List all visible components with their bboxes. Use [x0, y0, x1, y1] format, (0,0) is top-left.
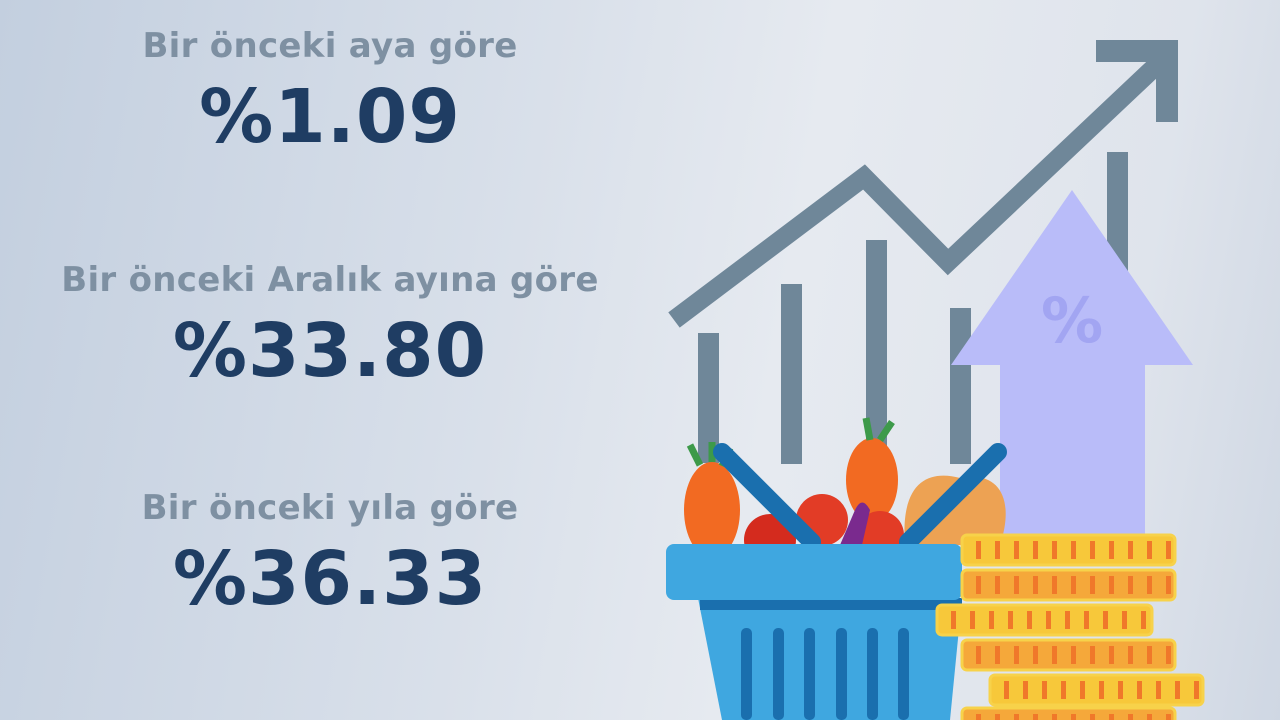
coin-ridge	[1071, 541, 1076, 559]
coin-ridge	[1014, 714, 1019, 720]
coin-ridge	[1090, 576, 1095, 594]
stat-label: Bir önceki Aralık ayına göre	[61, 260, 599, 300]
coin-ridge	[995, 541, 1000, 559]
coin	[988, 673, 1205, 707]
coin-ridge	[1109, 576, 1114, 594]
stat-monthly: Bir önceki aya göre %1.09	[0, 26, 660, 160]
coin-ridge	[1004, 681, 1009, 699]
coin-ridge	[1042, 681, 1047, 699]
coin-ridge	[1008, 611, 1013, 629]
coin-ridge	[1099, 681, 1104, 699]
coin-ridge	[1166, 646, 1171, 664]
coin-ridge	[995, 576, 1000, 594]
coin-ridge	[970, 611, 975, 629]
stat-since-december: Bir önceki Aralık ayına göre %33.80	[0, 260, 660, 394]
coin-ridge	[1109, 541, 1114, 559]
coin-ridge	[1194, 681, 1199, 699]
coin-ridge	[1052, 576, 1057, 594]
coin-ridge	[1014, 576, 1019, 594]
coin-ridge	[1033, 576, 1038, 594]
coin-stack-icon	[935, 533, 1205, 720]
coin-ridge	[1052, 714, 1057, 720]
coin-ridge	[1147, 576, 1152, 594]
coin-ridge	[1166, 714, 1171, 720]
coin-ridge	[1090, 714, 1095, 720]
coin-ridge	[976, 714, 981, 720]
coin	[960, 533, 1177, 567]
coin-ridge	[1027, 611, 1032, 629]
coin-ridge	[1065, 611, 1070, 629]
coin-ridge	[989, 611, 994, 629]
coin-ridge	[1103, 611, 1108, 629]
coin-ridge	[1071, 714, 1076, 720]
coin-ridge	[1033, 714, 1038, 720]
coin-ridge	[1128, 576, 1133, 594]
coin-ridge	[951, 611, 956, 629]
coin-ridge	[1033, 646, 1038, 664]
coin-ridge	[1128, 646, 1133, 664]
coin-ridge	[1046, 611, 1051, 629]
coin-ridge	[1175, 681, 1180, 699]
coin-ridge	[1090, 646, 1095, 664]
shopping-basket-icon	[666, 443, 1007, 720]
coin-ridge	[1147, 714, 1152, 720]
coin-ridge	[1014, 646, 1019, 664]
coin-ridge	[995, 714, 1000, 720]
coin-ridge	[976, 576, 981, 594]
coin-ridge	[1109, 646, 1114, 664]
coin-ridge	[1166, 576, 1171, 594]
coin-ridge	[1128, 714, 1133, 720]
stat-label: Bir önceki aya göre	[142, 26, 518, 66]
coin-ridge	[1090, 541, 1095, 559]
coin-ridge	[1052, 646, 1057, 664]
coin-ridge	[1014, 541, 1019, 559]
coin-ridge	[1137, 681, 1142, 699]
coin-ridge	[1061, 681, 1066, 699]
stat-value: %1.09	[199, 74, 461, 160]
stat-value: %36.33	[172, 536, 488, 622]
coin-ridge	[1156, 681, 1161, 699]
coin-ridge	[1023, 681, 1028, 699]
coin	[960, 706, 1177, 720]
coin-ridge	[976, 646, 981, 664]
coin-ridge	[1166, 541, 1171, 559]
coin-ridge	[1118, 681, 1123, 699]
coin-ridge	[1071, 576, 1076, 594]
coin-ridge	[1109, 714, 1114, 720]
coin-ridge	[976, 541, 981, 559]
stat-value: %33.80	[172, 308, 488, 394]
stat-label: Bir önceki yıla göre	[141, 488, 519, 528]
rising-line-chart-icon	[668, 40, 1178, 464]
coin-ridge	[1052, 541, 1057, 559]
coin-ridge	[1141, 611, 1146, 629]
coin	[935, 603, 1154, 637]
coin-ridge	[1080, 681, 1085, 699]
coin-ridge	[1128, 541, 1133, 559]
coin-ridge	[1071, 646, 1076, 664]
coin-ridge	[1147, 541, 1152, 559]
up-arrow-percent-icon: %	[951, 190, 1193, 560]
percent-symbol: %	[1041, 284, 1103, 357]
coin-ridge	[1033, 541, 1038, 559]
coin-ridge	[1122, 611, 1127, 629]
coin-ridge	[1147, 646, 1152, 664]
coin	[960, 568, 1177, 602]
stat-yearly: Bir önceki yıla göre %36.33	[0, 488, 660, 622]
coin	[960, 638, 1177, 672]
coin-ridge	[995, 646, 1000, 664]
coin-ridge	[1084, 611, 1089, 629]
